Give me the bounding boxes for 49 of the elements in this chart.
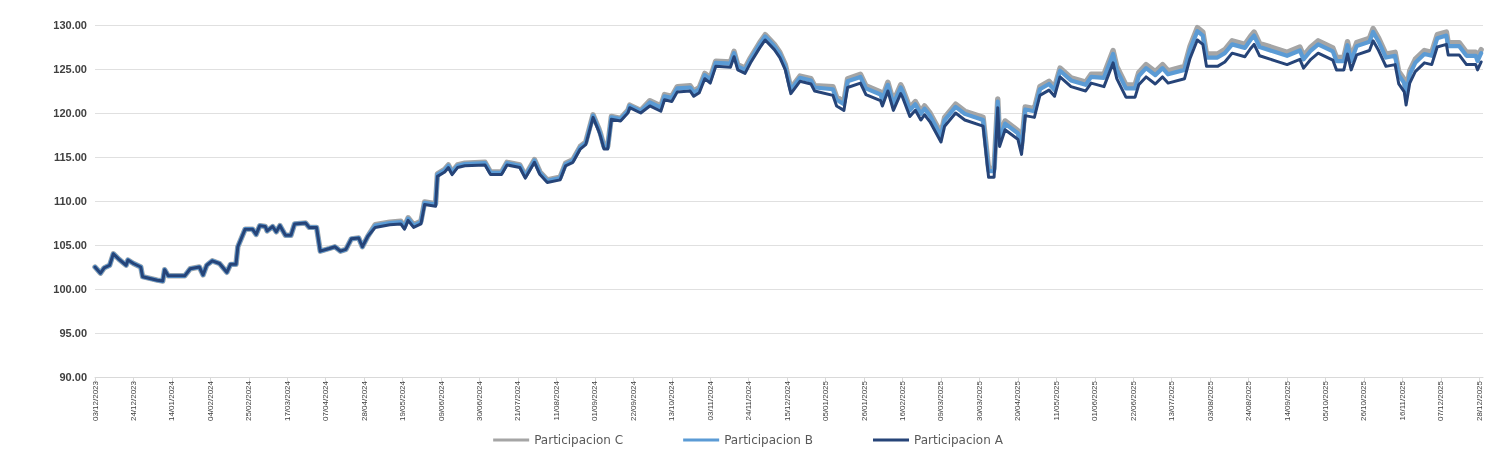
x-tick-label: 28/04/2024 bbox=[359, 380, 369, 422]
x-tick-label: 09/06/2024 bbox=[436, 380, 446, 422]
x-tick-label: 05/01/2025 bbox=[821, 380, 831, 422]
x-tick-label: 24/08/2025 bbox=[1244, 380, 1254, 422]
x-tick-label: 07/04/2024 bbox=[321, 380, 331, 422]
x-tick-label: 05/10/2025 bbox=[1321, 380, 1331, 422]
x-tick-label: 15/12/2024 bbox=[782, 380, 792, 422]
x-tick-label: 28/12/2025 bbox=[1474, 380, 1484, 422]
x-tick-label: 07/12/2025 bbox=[1436, 380, 1446, 422]
x-tick-label: 16/02/2025 bbox=[898, 380, 908, 422]
legend-label: Participacion B bbox=[724, 433, 814, 447]
x-tick-label: 11/08/2024 bbox=[551, 380, 561, 421]
x-tick-label: 21/07/2024 bbox=[513, 380, 523, 422]
x-tick-label: 17/03/2024 bbox=[282, 380, 292, 422]
x-tick-label: 20/04/2025 bbox=[1013, 380, 1023, 422]
x-tick-label: 03/08/2025 bbox=[1205, 380, 1215, 422]
x-tick-label: 30/06/2024 bbox=[475, 380, 485, 422]
y-tick-label: 125.00 bbox=[53, 63, 87, 75]
y-tick-label: 110.00 bbox=[53, 195, 87, 207]
x-tick-label: 11/05/2025 bbox=[1051, 380, 1061, 421]
x-tick-label: 26/01/2025 bbox=[859, 380, 869, 422]
x-tick-label: 26/10/2025 bbox=[1359, 380, 1369, 422]
y-tick-label: 90.00 bbox=[59, 371, 87, 383]
y-tick-label: 120.00 bbox=[53, 107, 87, 119]
y-tick-label: 105.00 bbox=[53, 239, 87, 251]
legend-label: Participacion A bbox=[914, 433, 1004, 447]
x-tick-label: 14/01/2024 bbox=[167, 380, 177, 422]
x-tick-label: 03/12/2023 bbox=[90, 380, 100, 422]
y-tick-label: 95.00 bbox=[59, 327, 87, 339]
x-tick-label: 16/11/2025 bbox=[1397, 380, 1407, 421]
x-tick-label: 09/03/2025 bbox=[936, 380, 946, 422]
x-tick-label: 13/07/2025 bbox=[1167, 380, 1177, 422]
legend-label: Participacion C bbox=[534, 433, 624, 447]
y-tick-label: 100.00 bbox=[53, 283, 87, 295]
x-tick-label: 14/09/2025 bbox=[1282, 380, 1292, 422]
x-tick-label: 01/06/2025 bbox=[1090, 380, 1100, 422]
x-tick-label: 13/10/2024 bbox=[667, 380, 677, 422]
x-tick-label: 24/11/2024 bbox=[744, 380, 754, 421]
x-tick-label: 22/06/2025 bbox=[1128, 380, 1138, 422]
x-tick-label: 22/09/2024 bbox=[628, 380, 638, 422]
x-tick-label: 24/12/2023 bbox=[128, 380, 138, 422]
x-tick-label: 01/09/2024 bbox=[590, 380, 600, 422]
y-tick-label: 130.00 bbox=[53, 19, 87, 31]
x-tick-label: 25/02/2024 bbox=[244, 380, 254, 422]
y-tick-label: 115.00 bbox=[53, 151, 87, 163]
x-tick-label: 04/02/2024 bbox=[205, 380, 215, 422]
x-tick-label: 03/11/2024 bbox=[705, 380, 715, 421]
x-tick-label: 30/03/2025 bbox=[974, 380, 984, 422]
x-tick-label: 19/05/2024 bbox=[398, 380, 408, 422]
